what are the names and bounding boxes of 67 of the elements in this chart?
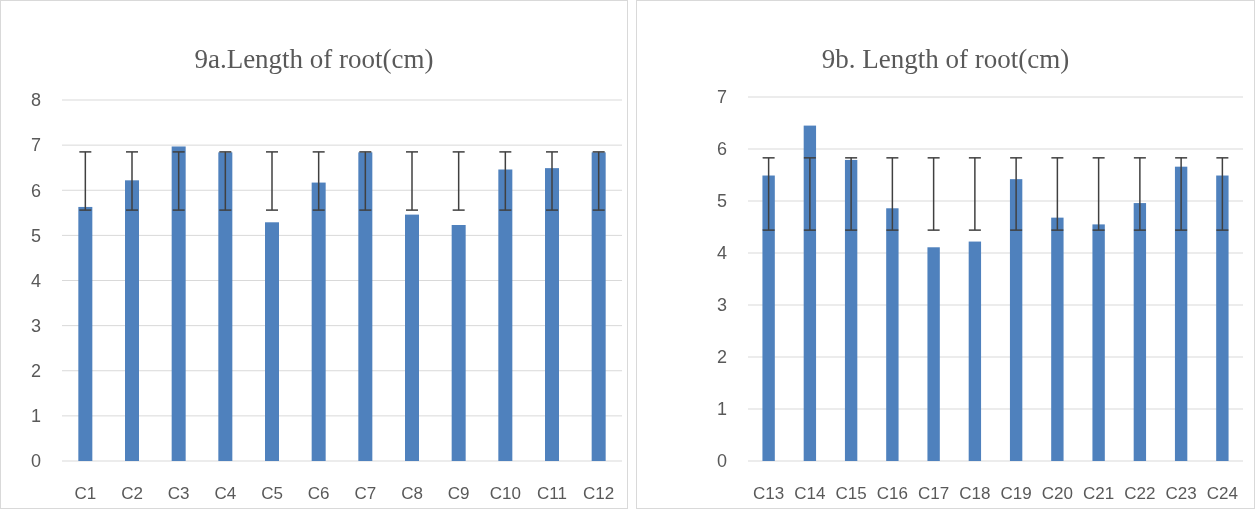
bar [762, 175, 775, 461]
y-tick-label: 7 [30, 135, 42, 156]
bar [591, 152, 606, 461]
x-tick-label: C2 [121, 484, 143, 503]
bar [1009, 179, 1023, 461]
x-tick-label: C21 [1083, 484, 1115, 503]
x-tick-label: C5 [261, 484, 283, 503]
bar [968, 241, 982, 461]
y-tick-label: 3 [716, 295, 728, 316]
bar [545, 168, 559, 461]
bar [311, 182, 326, 461]
y-tick-label: 4 [30, 270, 42, 291]
bar [1174, 166, 1188, 461]
bar [1051, 217, 1064, 461]
bar [358, 152, 373, 461]
x-tick-label: C1 [74, 484, 97, 503]
x-tick-label: C16 [876, 484, 908, 503]
y-tick-label: 0 [716, 451, 728, 472]
bar [927, 247, 940, 461]
bar [171, 146, 186, 461]
bar [265, 222, 279, 461]
x-tick-label: C20 [1041, 484, 1073, 503]
x-tick-label: C14 [794, 484, 826, 503]
x-tick-label: C22 [1124, 484, 1156, 503]
x-tick-label: C18 [959, 484, 991, 503]
x-tick-label: C19 [1000, 484, 1032, 503]
x-tick-label: C6 [307, 484, 330, 503]
x-tick-label: C3 [167, 484, 190, 503]
bar [844, 159, 858, 461]
x-tick-label: C7 [354, 484, 377, 503]
bar [803, 125, 817, 461]
x-tick-label: C15 [835, 484, 867, 503]
x-tick-label: C13 [753, 484, 785, 503]
bar [451, 225, 466, 461]
bar [78, 206, 93, 461]
y-tick-label: 5 [716, 191, 728, 212]
x-tick-label: C8 [401, 484, 423, 503]
y-tick-label: 2 [30, 361, 42, 382]
x-tick-label: C4 [214, 484, 237, 503]
chart-title: 9b. Length of root(cm) [821, 44, 1070, 74]
bar [218, 152, 233, 461]
bar [498, 169, 513, 461]
y-tick-label: 4 [716, 243, 728, 264]
chart-title: 9a.Length of root(cm) [194, 44, 434, 74]
x-tick-label: C10 [489, 484, 521, 503]
y-tick-label: 1 [30, 406, 42, 427]
y-tick-label: 2 [716, 347, 728, 368]
x-tick-label: C12 [583, 484, 615, 503]
bar [125, 180, 139, 461]
y-tick-label: 0 [30, 451, 42, 472]
bar [1216, 175, 1229, 461]
y-tick-label: 3 [30, 315, 42, 336]
y-tick-label: 1 [716, 399, 728, 420]
x-tick-label: C17 [918, 484, 950, 503]
x-tick-label: C23 [1165, 484, 1197, 503]
y-tick-label: 7 [716, 87, 728, 108]
bar [1092, 224, 1105, 461]
bar [886, 208, 899, 461]
x-tick-label: C9 [447, 484, 470, 503]
y-tick-label: 8 [30, 90, 42, 111]
x-tick-label: C24 [1206, 484, 1238, 503]
y-tick-label: 6 [30, 180, 42, 201]
x-tick-label: C11 [537, 484, 567, 503]
y-tick-label: 5 [30, 225, 42, 246]
bar [405, 214, 419, 461]
y-tick-label: 6 [716, 139, 728, 160]
bar [1133, 203, 1147, 461]
